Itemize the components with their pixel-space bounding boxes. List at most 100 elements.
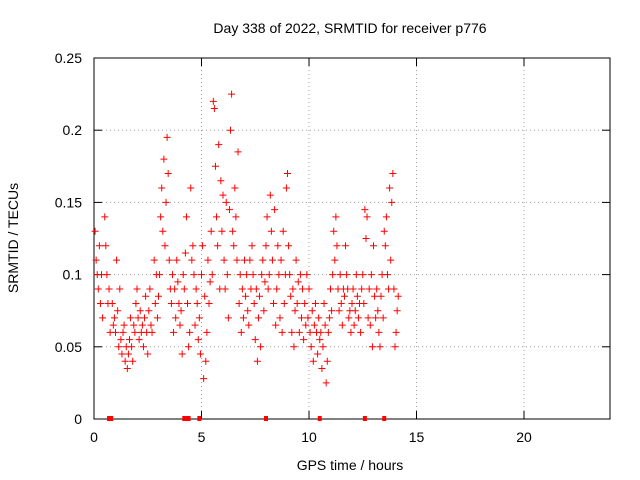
- data-point: [175, 299, 183, 307]
- data-point: [347, 328, 355, 336]
- chart-title: Day 338 of 2022, SRMTID for receiver p77…: [213, 20, 486, 36]
- data-point: [114, 307, 122, 315]
- data-point: [291, 307, 299, 315]
- data-point: [394, 292, 402, 300]
- data-point: [371, 292, 379, 300]
- data-point: [136, 307, 144, 315]
- data-point: [227, 126, 235, 134]
- data-point: [133, 285, 141, 293]
- data-point: [188, 256, 196, 264]
- data-point: [223, 271, 231, 279]
- data-point: [249, 271, 257, 279]
- data-point: [276, 314, 284, 322]
- data-point: [179, 271, 187, 279]
- data-point: [273, 285, 281, 293]
- data-point: [144, 350, 152, 358]
- data-point: [358, 285, 366, 293]
- data-point: [322, 379, 330, 387]
- data-point: [294, 278, 302, 286]
- data-point: [306, 328, 314, 336]
- data-point: [128, 343, 136, 351]
- data-point: [228, 90, 236, 98]
- data-point: [288, 328, 296, 336]
- data-point: [286, 271, 294, 279]
- data-point: [162, 198, 170, 206]
- data-point: [290, 343, 298, 351]
- data-point: [102, 242, 110, 250]
- data-point: [333, 242, 341, 250]
- data-point: [284, 170, 291, 178]
- data-point: [309, 357, 317, 365]
- data-point: [150, 256, 158, 264]
- y-tick-label: 0.15: [55, 194, 82, 210]
- data-point: [184, 299, 192, 307]
- data-point: [366, 321, 374, 329]
- data-point: [187, 184, 195, 192]
- data-point: [310, 321, 318, 329]
- data-point: [176, 321, 184, 329]
- data-point: [381, 242, 389, 250]
- data-point: [209, 97, 217, 105]
- data-point: [263, 213, 271, 221]
- data-point: [160, 155, 168, 163]
- baseline-markers: [107, 416, 387, 421]
- data-point: [311, 299, 319, 307]
- data-point: [324, 328, 332, 336]
- data-point: [218, 227, 226, 235]
- data-point: [118, 350, 126, 358]
- data-point: [331, 256, 339, 264]
- data-point: [96, 299, 104, 307]
- data-point: [200, 375, 208, 383]
- data-point: [296, 271, 304, 279]
- data-point: [256, 292, 264, 300]
- data-point: [374, 307, 382, 315]
- data-point: [243, 271, 251, 279]
- data-point: [182, 213, 190, 221]
- data-point: [235, 299, 243, 307]
- data-point: [108, 299, 116, 307]
- data-point: [277, 256, 285, 264]
- data-point: [180, 285, 188, 293]
- data-point: [289, 285, 297, 293]
- data-point: [95, 242, 103, 250]
- data-point: [145, 307, 153, 315]
- data-point: [234, 148, 242, 156]
- data-point: [317, 328, 325, 336]
- data-point: [282, 184, 290, 192]
- data-point: [245, 321, 253, 329]
- data-point: [135, 336, 143, 344]
- data-point: [242, 292, 250, 300]
- data-point: [194, 336, 202, 344]
- data-point: [287, 292, 295, 300]
- data-point: [377, 292, 385, 300]
- data-point: [370, 242, 377, 250]
- data-point: [116, 285, 124, 293]
- data-point: [103, 271, 111, 279]
- baseline-marker: [107, 416, 112, 421]
- data-point: [302, 321, 310, 329]
- data-point: [236, 271, 244, 279]
- data-point: [232, 213, 240, 221]
- data-point: [304, 314, 312, 322]
- data-point: [142, 292, 150, 300]
- data-point: [382, 213, 390, 221]
- data-point: [217, 177, 225, 185]
- data-point: [167, 299, 175, 307]
- data-point: [117, 336, 125, 344]
- data-point: [246, 256, 254, 264]
- baseline-marker: [186, 416, 191, 421]
- y-tick-label: 0.2: [63, 122, 83, 138]
- baseline-marker: [362, 416, 367, 421]
- data-point: [148, 328, 156, 336]
- data-point: [177, 307, 185, 315]
- data-point: [350, 321, 358, 329]
- data-point: [159, 227, 167, 235]
- y-tick-label: 0.1: [63, 267, 83, 283]
- data-point: [130, 321, 138, 329]
- data-point: [323, 357, 331, 365]
- data-point: [364, 314, 372, 322]
- data-point: [158, 184, 166, 192]
- y-axis-title: SRMTID / TECUs: [5, 183, 21, 293]
- data-point: [274, 242, 282, 250]
